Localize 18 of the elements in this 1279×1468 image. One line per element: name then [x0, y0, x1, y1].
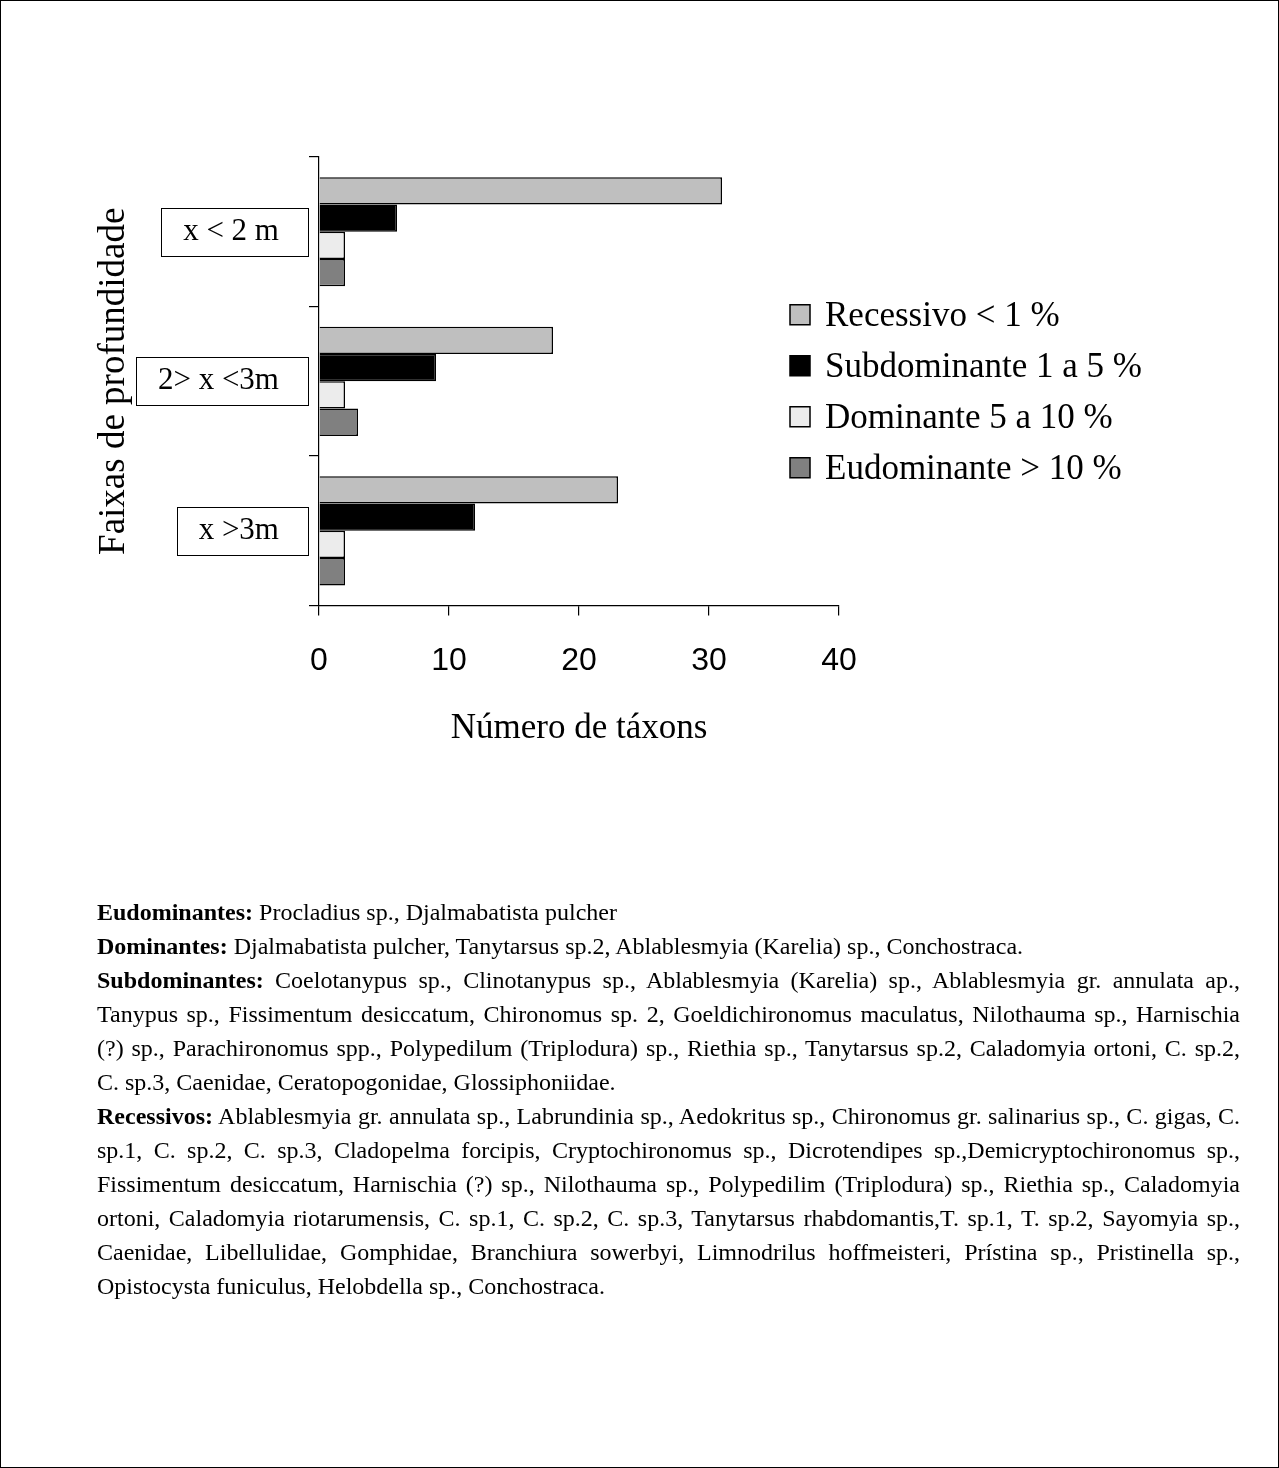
text: Eudominantes: Procladius sp., Djalmabatista pulcher [97, 898, 618, 927]
y-tick-label: x < 2 m [183, 211, 279, 247]
y-tick-label: x >3m [198, 510, 279, 546]
x-tick-label: 40 [821, 640, 857, 677]
text: Dominantes: Djalmabatista pulcher, Tanytarsus sp.2, Ablablesmyia (Karelia) sp., Conchostraca. [97, 932, 1025, 961]
legend-label: Subdominante 1 a 5 % [825, 345, 1142, 385]
text: Subdominantes: Coelotanypus sp., Clinotanypus sp., Ablablesmyia (Karelia) sp., Ablablesmyia gr. annulata ap., Tanypus sp., Fissimentum desiccatum, Chironomus sp. 2, Goeldichironomus maculatus, Nilothauma sp., Harnischia (?) sp., Parachironomus spp., Polypedilum (Triplodura) sp., Riethia sp., Tanytarsus sp.2, Caladomyia ortoni, C. sp.2, C. sp.3, Caenidae, Ceratopogonidae, Glossiphoniidae. [97, 966, 1240, 1097]
legend-label: Recessivo < 1 % [825, 294, 1060, 334]
y-axis-title: Faixas de profundidade [90, 207, 132, 555]
x-axis-title: Número de táxons [450, 707, 708, 747]
legend-label: Eudominante > 10 % [825, 447, 1122, 487]
x-tick-label: 10 [431, 640, 467, 677]
x-tick-label: 0 [310, 640, 328, 677]
x-tick-label: 20 [561, 640, 597, 677]
legend-label: Dominante 5 a 10 % [825, 396, 1113, 436]
y-tick-label: 2> x <3m [157, 361, 279, 397]
x-tick-label: 30 [691, 640, 727, 677]
text: Recessivos: Ablablesmyia gr. annulata sp., Labrundinia sp., Aedokritus sp., Chironomus gr. salinarius sp., C. gigas, C. sp.1, C. sp.2, C. sp.3, Cladopelma forcipis, Cryptochironomus sp., Dicrotendipes sp.,Demicryptochironomus sp., Fissimentum desiccatum, Harnischia (?) sp., Nilothauma sp., Polypedilim (Triplodura) sp., Riethia sp., Caladomyia ortoni, Caladomyia riotarumensis, C. sp.1, C. sp.2, C. sp.3, Tanytarsus rhabdomantis,T. sp.1, T. sp.2, Sayomyia sp., Caenidae, Libellulidae, Gomphidae, Branchiura sowerbyi, Limnodrilus hoffmeisteri, Prístina sp., Pristinella sp., Opistocysta funiculus, Helobdella sp., Conchostraca. [97, 1102, 1240, 1301]
